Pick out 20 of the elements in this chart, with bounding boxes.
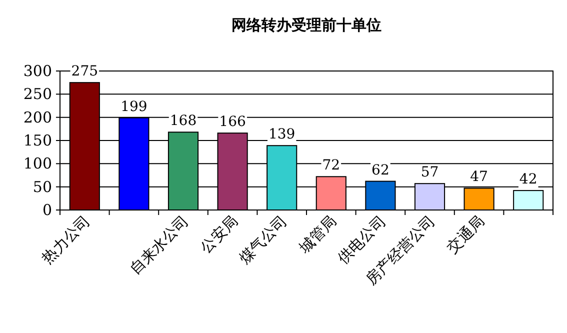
data-label: 168 — [170, 113, 197, 130]
data-label: 57 — [420, 164, 439, 181]
y-tick-label: 50 — [32, 178, 52, 196]
data-label: 47 — [470, 169, 488, 186]
data-label: 72 — [322, 158, 340, 174]
chart-title: 网络转办受理前十单位 — [232, 16, 382, 34]
y-tick-label: 200 — [23, 108, 52, 126]
data-label: 139 — [268, 126, 296, 143]
data-label: 42 — [519, 172, 538, 188]
y-tick-label: 300 — [23, 62, 52, 80]
data-label: 275 — [71, 64, 98, 80]
x-tick-label: 自来水公司 — [126, 212, 192, 278]
data-label: 166 — [219, 114, 246, 130]
y-tick-label: 250 — [23, 85, 52, 104]
y-tick-label: 150 — [23, 132, 52, 150]
data-label: 62 — [372, 162, 390, 178]
x-tick-label: 交通局 — [443, 212, 488, 257]
data-label: 199 — [120, 98, 148, 115]
y-tick-label: 100 — [23, 154, 52, 173]
y-tick-label: 0 — [42, 201, 52, 219]
